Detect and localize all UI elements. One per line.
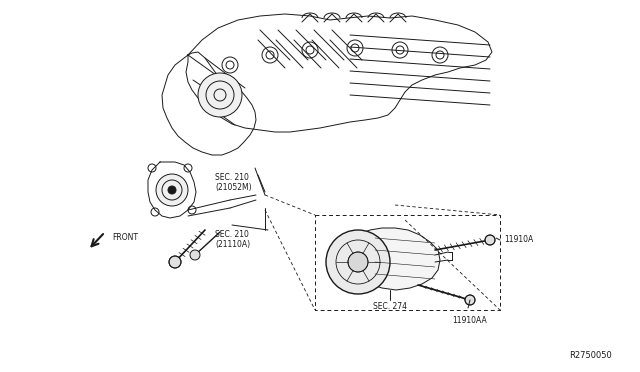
Text: R2750050: R2750050	[568, 350, 611, 359]
Circle shape	[326, 230, 390, 294]
Text: FRONT: FRONT	[112, 234, 138, 243]
Text: 11910A: 11910A	[504, 235, 533, 244]
Text: SEC. 210
(21052M): SEC. 210 (21052M)	[215, 173, 252, 192]
Circle shape	[169, 256, 181, 268]
Text: 11910AA: 11910AA	[452, 316, 488, 325]
Circle shape	[156, 174, 188, 206]
Text: SEC. 210
(21110A): SEC. 210 (21110A)	[215, 230, 250, 249]
Circle shape	[168, 186, 176, 194]
Circle shape	[485, 235, 495, 245]
Circle shape	[348, 252, 368, 272]
Circle shape	[465, 295, 475, 305]
Text: SEC. 274: SEC. 274	[373, 302, 407, 311]
Circle shape	[190, 250, 200, 260]
Polygon shape	[348, 228, 440, 290]
Circle shape	[198, 73, 242, 117]
